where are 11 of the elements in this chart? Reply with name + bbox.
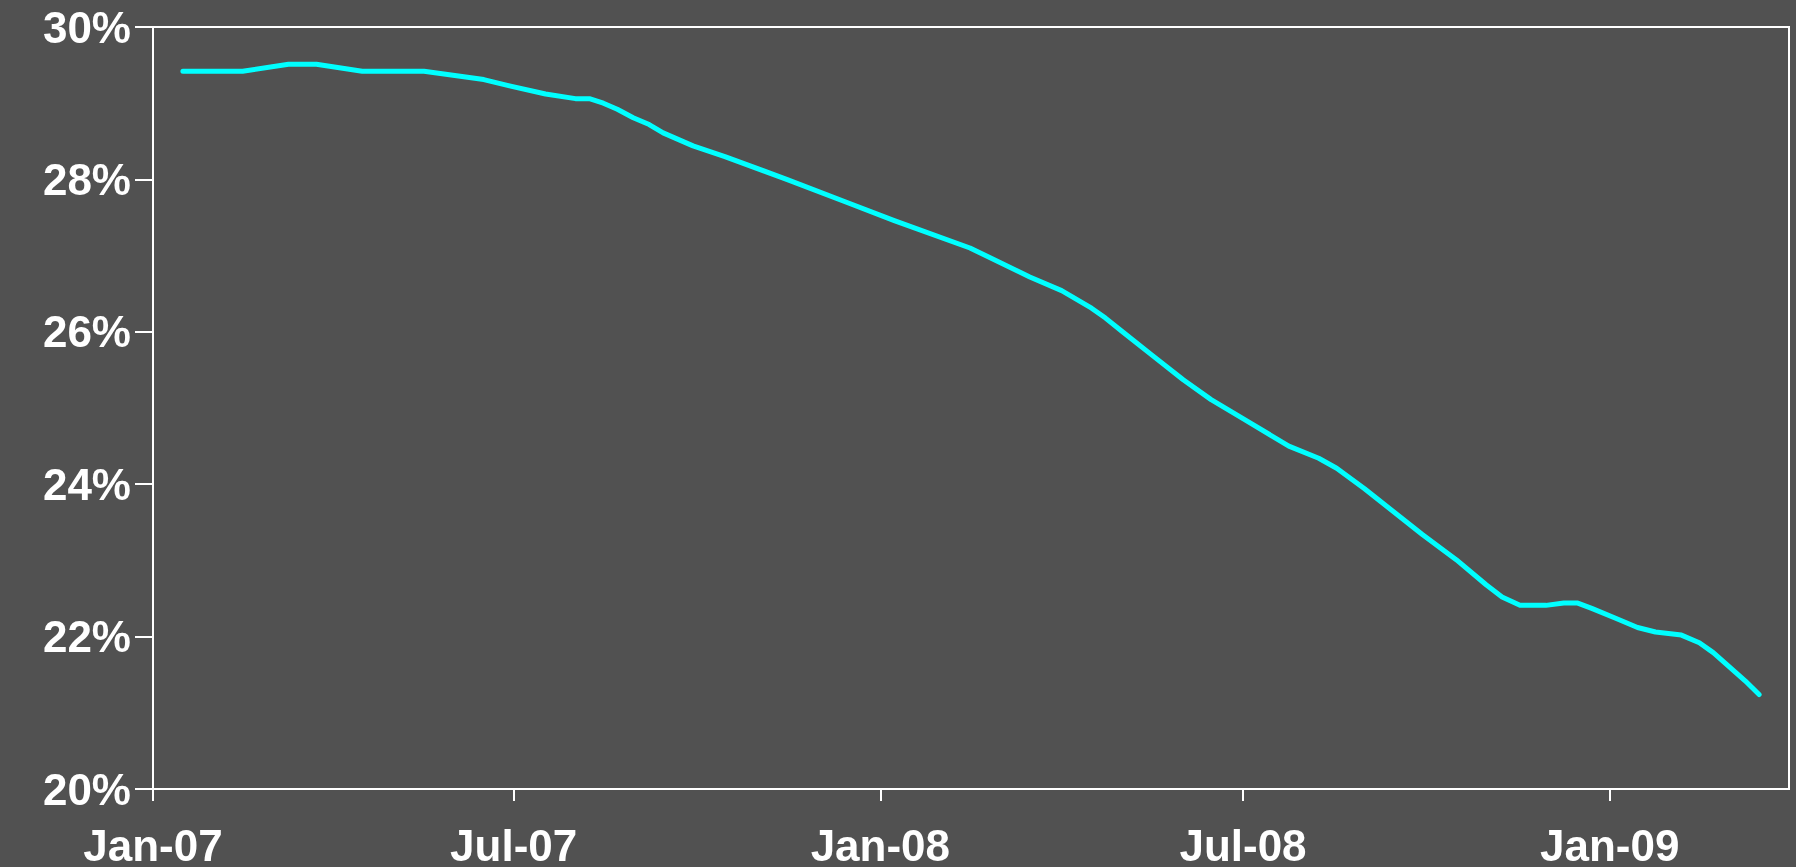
y-tick-label: 26%	[42, 307, 131, 357]
x-tick-label: Jan-09	[1539, 820, 1680, 867]
x-tick-label: Jul-08	[1179, 820, 1307, 867]
x-tick-label: Jan-08	[810, 820, 951, 867]
y-tick-label: 20%	[42, 764, 131, 814]
y-tick-label: 24%	[42, 459, 131, 509]
y-tick-label: 22%	[42, 612, 131, 662]
x-tick-label: Jul-07	[450, 820, 578, 867]
y-tick-label: 28%	[42, 154, 131, 204]
x-tick-label: Jan-07	[83, 820, 223, 867]
y-tick-label: 30%	[42, 2, 131, 52]
